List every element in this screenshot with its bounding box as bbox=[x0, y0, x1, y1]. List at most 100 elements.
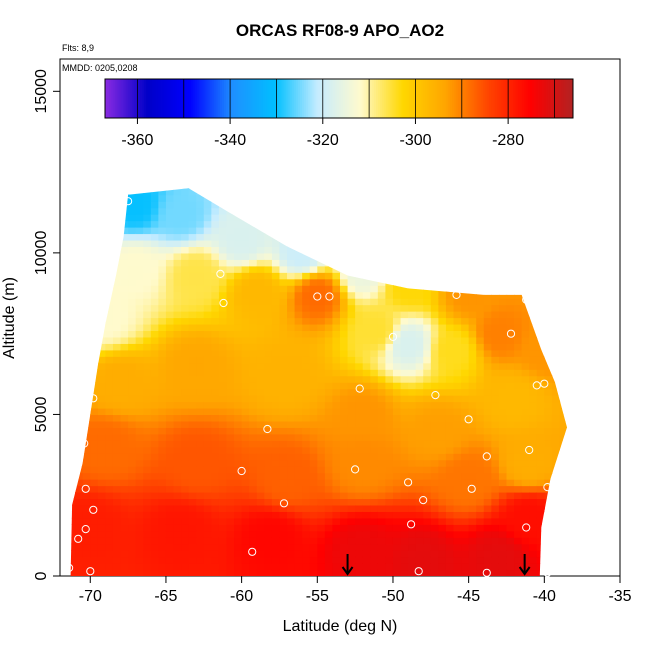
heatmap-cell bbox=[158, 259, 167, 267]
colorbar-swatch bbox=[391, 79, 394, 118]
heatmap-cell bbox=[461, 188, 470, 196]
heatmap-cell bbox=[597, 414, 605, 421]
heatmap-cell bbox=[392, 265, 402, 273]
heatmap-cell bbox=[271, 304, 281, 312]
heatmap-cell bbox=[430, 317, 439, 325]
heatmap-cell bbox=[362, 278, 371, 286]
heatmap-cell bbox=[567, 544, 575, 551]
heatmap-cell bbox=[415, 485, 424, 493]
heatmap-cell bbox=[120, 265, 129, 273]
heatmap-cell bbox=[309, 530, 318, 538]
heatmap-cell bbox=[181, 239, 190, 248]
colorbar-swatch bbox=[245, 79, 248, 118]
heatmap-cell bbox=[82, 388, 91, 396]
heatmap-cell bbox=[203, 511, 212, 519]
colorbar-swatch bbox=[165, 79, 168, 118]
heatmap-cell bbox=[521, 440, 530, 448]
heatmap-cell bbox=[605, 246, 613, 253]
heatmap-cell bbox=[400, 272, 409, 280]
heatmap-cell bbox=[590, 337, 598, 344]
heatmap-cell bbox=[181, 285, 190, 293]
heatmap-cell bbox=[165, 336, 175, 344]
sample-point bbox=[522, 523, 531, 532]
heatmap-cell bbox=[105, 511, 114, 519]
heatmap-cell bbox=[468, 446, 477, 454]
colorbar-swatch bbox=[268, 79, 272, 118]
heatmap-cell bbox=[90, 233, 99, 241]
heatmap-cell bbox=[332, 188, 341, 189]
heatmap-cell bbox=[514, 188, 523, 189]
heatmap-cell bbox=[241, 427, 250, 435]
heatmap-cell bbox=[249, 259, 258, 267]
heatmap-cell bbox=[347, 291, 356, 299]
colorbar-swatch bbox=[372, 79, 375, 118]
heatmap-cell bbox=[302, 304, 311, 312]
heatmap-cell bbox=[567, 511, 575, 518]
heatmap-cell bbox=[324, 356, 334, 364]
heatmap-cell bbox=[582, 563, 590, 570]
heatmap-cell bbox=[203, 272, 212, 280]
heatmap-cell bbox=[135, 369, 144, 377]
heatmap-cell bbox=[612, 408, 620, 415]
heatmap-cell bbox=[128, 504, 137, 512]
heatmap-cell bbox=[143, 491, 152, 500]
heatmap-cell bbox=[340, 201, 349, 209]
heatmap-field bbox=[60, 175, 620, 577]
heatmap-cell bbox=[340, 498, 349, 506]
heatmap-cell bbox=[597, 376, 605, 383]
heatmap-cell bbox=[128, 239, 137, 248]
heatmap-cell bbox=[355, 414, 364, 422]
heatmap-cell bbox=[362, 543, 371, 551]
heatmap-cell bbox=[506, 349, 515, 357]
heatmap-cell bbox=[226, 491, 235, 500]
heatmap-cell bbox=[453, 401, 462, 409]
heatmap-cell bbox=[590, 305, 598, 312]
heatmap-cell bbox=[234, 414, 243, 422]
heatmap-cell bbox=[234, 401, 243, 409]
heatmap-cell bbox=[377, 317, 387, 325]
heatmap-cell bbox=[173, 362, 182, 370]
heatmap-cell bbox=[506, 479, 515, 487]
heatmap-cell bbox=[362, 252, 371, 260]
heatmap-cell bbox=[551, 304, 561, 312]
heatmap-cell bbox=[416, 175, 424, 182]
heatmap-cell bbox=[241, 330, 250, 338]
heatmap-cell bbox=[324, 498, 334, 506]
heatmap-cell bbox=[196, 252, 205, 260]
heatmap-cell bbox=[332, 446, 341, 454]
heatmap-cell bbox=[105, 504, 114, 512]
heatmap-cell bbox=[468, 246, 477, 254]
heatmap-cell bbox=[196, 349, 205, 357]
heatmap-cell bbox=[355, 343, 364, 351]
colorbar-swatch bbox=[110, 79, 114, 118]
heatmap-cell bbox=[529, 485, 538, 493]
heatmap-cell bbox=[82, 246, 91, 254]
heatmap-cell bbox=[112, 188, 122, 189]
heatmap-cell bbox=[317, 491, 326, 500]
heatmap-cell bbox=[605, 259, 613, 266]
heatmap-cell bbox=[612, 292, 620, 299]
sample-point bbox=[431, 391, 440, 400]
heatmap-cell bbox=[332, 414, 341, 422]
heatmap-cell bbox=[544, 472, 553, 480]
heatmap-cell bbox=[105, 246, 114, 254]
heatmap-cell bbox=[82, 466, 91, 474]
heatmap-cell bbox=[612, 376, 620, 383]
heatmap-cell bbox=[188, 201, 197, 209]
heatmap-cell bbox=[483, 214, 492, 222]
heatmap-cell bbox=[468, 252, 477, 260]
heatmap-cell bbox=[75, 330, 84, 338]
heatmap-cell bbox=[196, 375, 205, 383]
heatmap-cell bbox=[590, 246, 598, 253]
heatmap-cell bbox=[97, 375, 107, 383]
heatmap-cell bbox=[60, 246, 68, 253]
heatmap-cell bbox=[491, 369, 500, 377]
heatmap-cell bbox=[438, 395, 447, 403]
heatmap-cell bbox=[241, 272, 250, 280]
heatmap-cell bbox=[551, 220, 561, 228]
heatmap-cell bbox=[234, 239, 243, 248]
heatmap-cell bbox=[377, 311, 387, 319]
heatmap-cell bbox=[143, 233, 152, 241]
heatmap-cell bbox=[461, 433, 470, 441]
heatmap-cell bbox=[514, 446, 523, 454]
